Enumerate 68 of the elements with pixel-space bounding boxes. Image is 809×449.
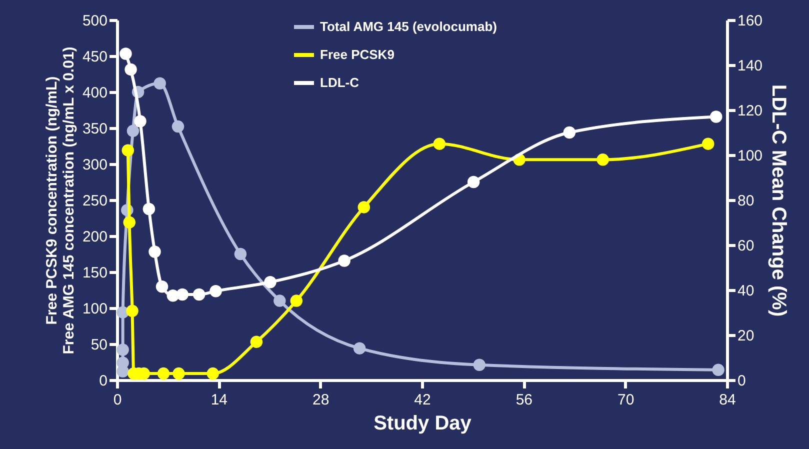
point (122, 144, 134, 156)
point (172, 120, 184, 133)
point (264, 276, 276, 288)
point (154, 77, 166, 90)
y2-tick-label: 0 (738, 372, 746, 390)
y-tick-label: 0 (99, 372, 108, 390)
y-tick-label: 100 (82, 300, 108, 318)
point (433, 138, 446, 150)
point (338, 254, 350, 267)
x-tick-label: 14 (210, 392, 228, 408)
point (126, 124, 140, 137)
y-axis-title: Free PCSK9 concentration (ng/mL) Free AMG 145 concentration (ng/mL x 0.01) (43, 46, 78, 354)
y2-tick-label: 140 (738, 58, 763, 74)
x-tick-label: 28 (312, 392, 330, 408)
point (148, 246, 161, 258)
point (157, 367, 170, 380)
legend-label: Free PCSK9 (320, 47, 394, 62)
y-tick-label: 250 (82, 192, 108, 210)
y2-tick-label: 60 (738, 238, 754, 254)
y2-tick-label: 100 (738, 148, 763, 164)
point (120, 48, 132, 60)
point (172, 367, 185, 380)
point (134, 115, 146, 128)
point (234, 248, 247, 260)
y-tick-label: 400 (82, 84, 108, 102)
point (192, 288, 206, 301)
point (250, 336, 263, 348)
point (467, 176, 480, 188)
point (126, 304, 138, 317)
point (563, 126, 576, 139)
x-tick-label: 56 (516, 392, 533, 408)
y2-tick-label: 120 (738, 102, 763, 120)
y2-tick-label: 40 (738, 282, 754, 300)
point (596, 154, 609, 166)
y2-axis-title: LDL-C Mean Change (%) (768, 84, 790, 317)
y2-tick-label: 80 (738, 192, 754, 210)
y2-tick-label: 160 (738, 12, 763, 30)
point (353, 342, 366, 354)
point (124, 63, 137, 76)
point (358, 201, 370, 214)
point (123, 216, 136, 228)
point (712, 364, 724, 376)
y-tick-label: 50 (90, 336, 108, 354)
point (210, 285, 222, 298)
y-tick-label: 150 (82, 264, 108, 282)
x-axis-title: Study Day (374, 412, 472, 434)
point (274, 294, 286, 307)
point (206, 367, 219, 380)
x-tick-label: 42 (414, 392, 431, 408)
y2-tick-label: 20 (738, 328, 754, 344)
x-tick-label: 0 (113, 392, 122, 408)
point (473, 358, 486, 371)
x-tick-label: 84 (719, 392, 736, 408)
point (290, 294, 302, 307)
point (702, 138, 714, 150)
y-tick-label: 350 (82, 120, 108, 138)
y-tick-label: 200 (82, 228, 108, 246)
legend-label: Total AMG 145 (evolocumab) (320, 19, 497, 34)
point (176, 288, 188, 301)
y-tick-label: 500 (82, 12, 108, 30)
legend-label: LDL-C (320, 75, 360, 90)
y-tick-label: 300 (82, 156, 108, 174)
point (116, 344, 129, 356)
x-tick-label: 70 (617, 392, 634, 408)
point (710, 110, 722, 123)
point (156, 280, 168, 293)
point (142, 202, 156, 216)
y-tick-label: 450 (82, 48, 108, 66)
